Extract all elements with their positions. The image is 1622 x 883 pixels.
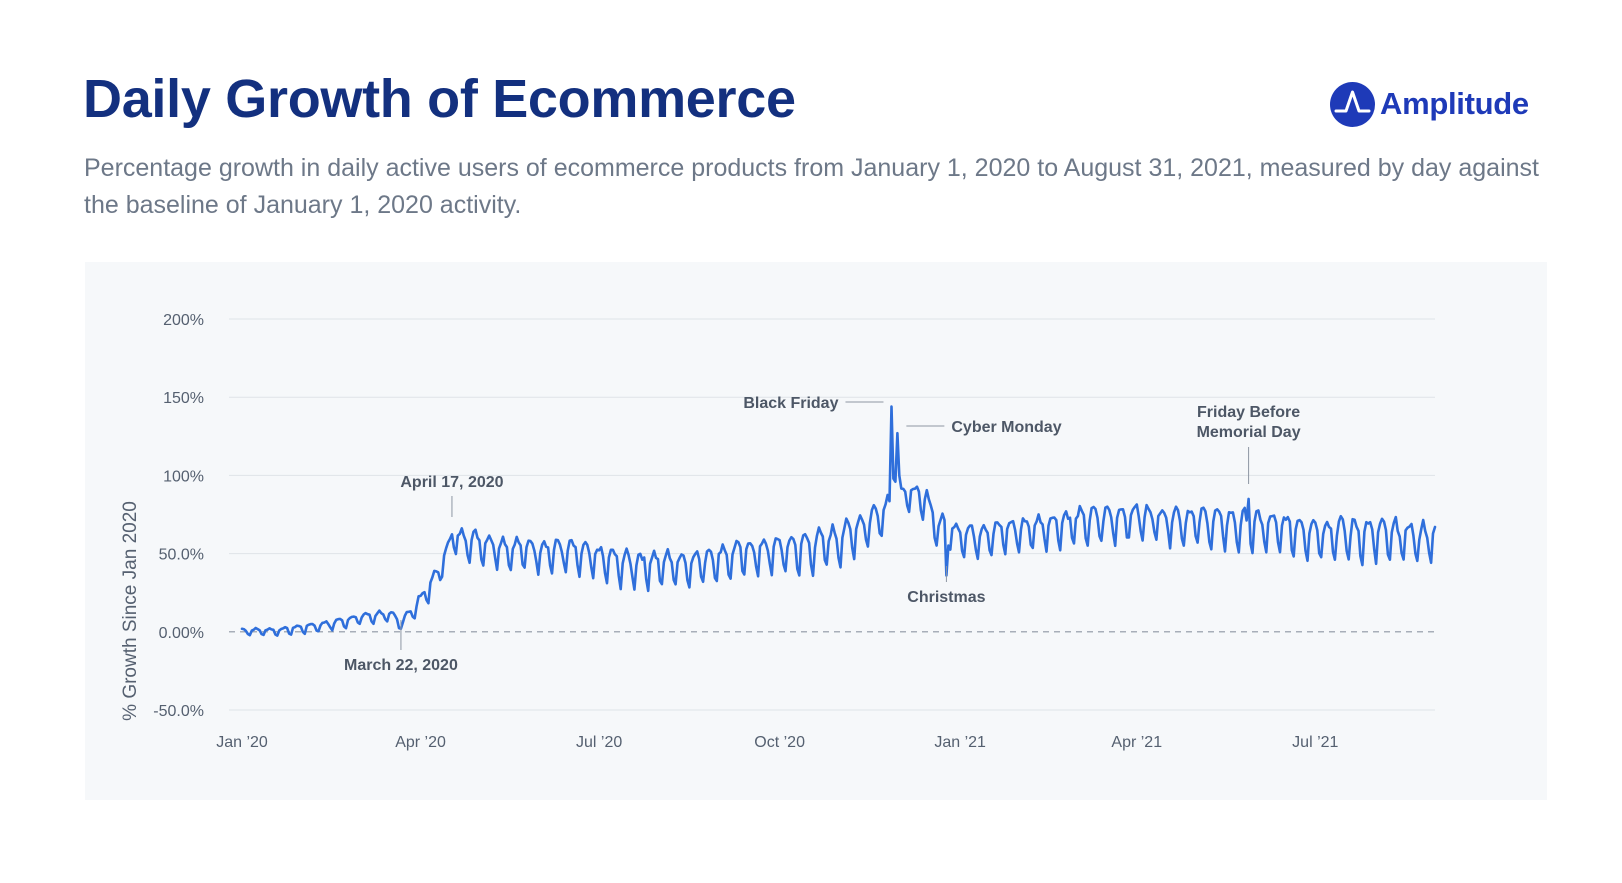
amplitude-logo-icon — [1330, 81, 1375, 127]
series-layer — [240, 405, 1437, 637]
x-tick-label: Apr ’21 — [1111, 734, 1162, 751]
gridlines — [229, 318, 1435, 711]
y-tick-label: 150% — [163, 390, 204, 407]
y-tick-label: 200% — [163, 312, 204, 329]
annotation-label: Christmas — [907, 589, 985, 606]
x-axis-ticks: Jan ’20 Apr ’20 Jul ’20 Oct ’20 Jan ’21 Apr ’… — [216, 734, 1338, 751]
x-tick-label: Oct ’20 — [754, 734, 805, 751]
x-tick-label: Jul ’20 — [576, 734, 622, 751]
x-tick-label: Jan ’20 — [216, 734, 268, 751]
y-axis-ticks: -50.0% 0.00% 50.0% 100% 150% 200% — [153, 312, 204, 720]
annotation-label: Memorial Day — [1197, 424, 1301, 441]
annotation-label: Friday Before — [1197, 404, 1300, 421]
chart-panel: -50.0% 0.00% 50.0% 100% 150% 200% Jan ’20 Apr … — [85, 262, 1547, 800]
series-line — [240, 405, 1437, 637]
y-tick-label: 0.00% — [159, 625, 204, 642]
y-tick-label: -50.0% — [153, 703, 204, 720]
brand-logo: Amplitude — [1330, 80, 1529, 128]
annotations: March 22, 2020 April 17, 2020 Black Friday… — [344, 395, 1301, 674]
annotation-label: March 22, 2020 — [344, 657, 458, 674]
y-tick-label: 100% — [163, 468, 204, 485]
x-tick-label: Jan ’21 — [934, 734, 986, 751]
page-title: Daily Growth of Ecommerce — [83, 69, 796, 129]
brand-name: Amplitude — [1380, 86, 1529, 121]
page-subtitle: Percentage growth in daily active users … — [84, 154, 1539, 219]
annotation-label: April 17, 2020 — [400, 474, 503, 491]
y-tick-label: 50.0% — [159, 547, 204, 564]
annotation-label: Cyber Monday — [951, 419, 1061, 436]
y-axis-title: % Growth Since Jan 2020 — [120, 501, 141, 721]
x-tick-label: Apr ’20 — [395, 734, 446, 751]
annotation-label: Black Friday — [743, 395, 838, 412]
x-tick-label: Jul ’21 — [1292, 734, 1338, 751]
chart: -50.0% 0.00% 50.0% 100% 150% 200% Jan ’20 Apr … — [120, 312, 1437, 751]
